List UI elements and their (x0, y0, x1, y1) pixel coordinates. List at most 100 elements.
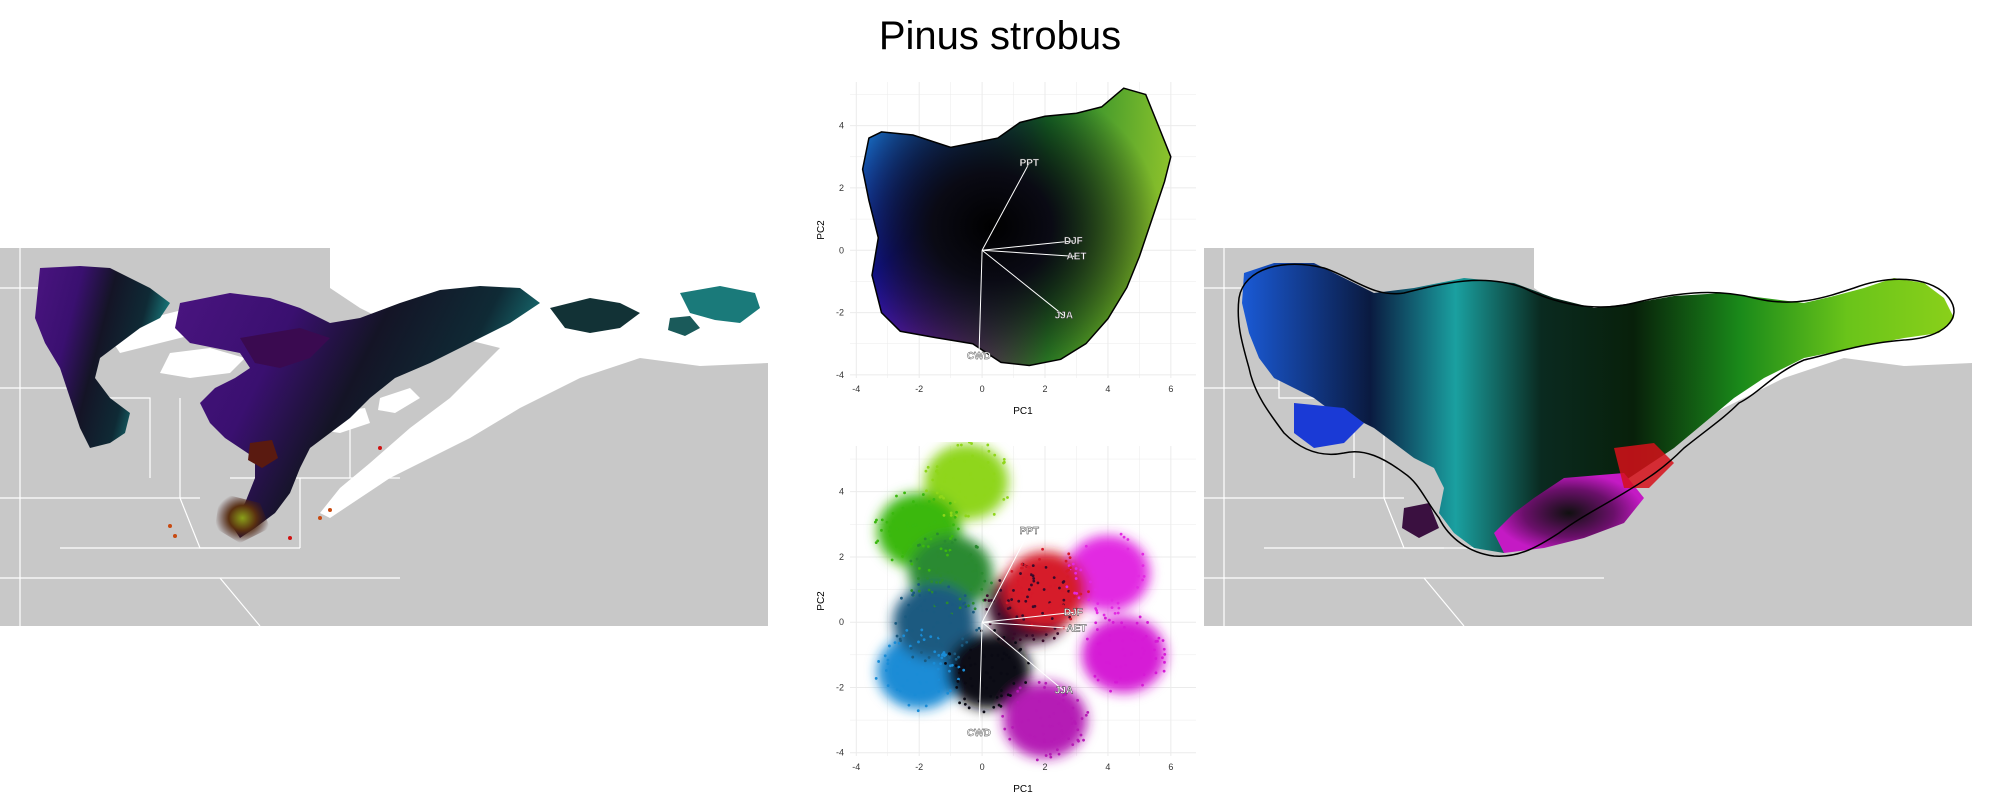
point (1116, 611, 1120, 615)
point (1117, 606, 1121, 610)
point (1044, 754, 1048, 757)
point (1048, 715, 1051, 719)
x-tick-label: 6 (1168, 762, 1173, 772)
point (1027, 573, 1031, 576)
point (1053, 584, 1057, 587)
point (927, 568, 931, 572)
point (958, 490, 961, 494)
point (918, 594, 922, 597)
point (1137, 574, 1140, 578)
point (986, 461, 990, 464)
point (1122, 626, 1126, 629)
point (956, 527, 960, 531)
point (917, 583, 921, 586)
point (1045, 589, 1049, 592)
point (1013, 632, 1016, 636)
point (1077, 596, 1081, 600)
y-tick-label: 2 (839, 183, 844, 193)
point (980, 587, 984, 591)
point (1030, 591, 1034, 595)
point (1062, 685, 1066, 689)
point (967, 442, 971, 444)
point (925, 609, 929, 613)
point (1094, 607, 1098, 610)
point (910, 562, 914, 566)
point (956, 495, 960, 499)
point (1120, 621, 1124, 625)
point (1119, 558, 1123, 562)
x-tick-label: 6 (1168, 384, 1173, 394)
point (927, 507, 931, 511)
point (943, 480, 946, 484)
point (963, 697, 966, 701)
point (936, 567, 940, 571)
point (1019, 647, 1023, 651)
point (1105, 589, 1109, 593)
x-tick-label: 4 (1105, 384, 1110, 394)
point (963, 459, 966, 463)
point (1135, 621, 1139, 625)
point (992, 472, 996, 476)
point (1046, 611, 1050, 615)
point (1011, 637, 1015, 640)
point (1067, 737, 1071, 741)
loading-vector (981, 249, 1065, 317)
point (895, 688, 899, 692)
point (914, 504, 918, 507)
point (921, 609, 924, 613)
point (980, 681, 984, 685)
point (894, 621, 898, 625)
point (964, 605, 968, 609)
mapped-niche-map (1204, 248, 1972, 626)
point (1116, 601, 1120, 605)
point (1072, 594, 1076, 598)
point (936, 621, 940, 625)
loading-vector (981, 530, 1030, 623)
point-cluster (1065, 535, 1150, 612)
point (1013, 665, 1016, 669)
point (1065, 569, 1069, 573)
point (1162, 669, 1166, 673)
point (974, 545, 978, 549)
point (1161, 639, 1165, 642)
point (1069, 566, 1072, 570)
point (897, 641, 901, 645)
point (893, 641, 897, 645)
point (975, 628, 978, 632)
point (983, 493, 987, 497)
point (1131, 579, 1134, 583)
point (937, 689, 941, 693)
point (936, 471, 940, 475)
point (1142, 673, 1146, 677)
point (922, 690, 926, 694)
point (977, 626, 981, 630)
point (947, 656, 951, 660)
point (968, 656, 972, 660)
point (1015, 586, 1019, 590)
point (1019, 572, 1022, 575)
point (898, 689, 902, 693)
point (907, 703, 911, 707)
point (1157, 636, 1161, 640)
point (997, 637, 1000, 641)
point (943, 539, 947, 543)
point (918, 543, 921, 547)
point (1141, 552, 1145, 556)
point (1102, 613, 1106, 617)
point (1108, 618, 1111, 622)
point (948, 501, 952, 505)
point (924, 704, 928, 708)
point (1141, 578, 1144, 582)
y-tick-label: 2 (839, 552, 844, 562)
point (938, 642, 942, 646)
loading-vector (982, 621, 1077, 630)
point (1059, 604, 1063, 608)
point (1031, 634, 1035, 637)
point (999, 671, 1003, 675)
point (911, 500, 915, 504)
y-tick-label: 0 (839, 617, 844, 627)
point (1016, 579, 1020, 583)
point (1041, 611, 1044, 615)
point (1014, 641, 1017, 645)
point (966, 561, 970, 565)
